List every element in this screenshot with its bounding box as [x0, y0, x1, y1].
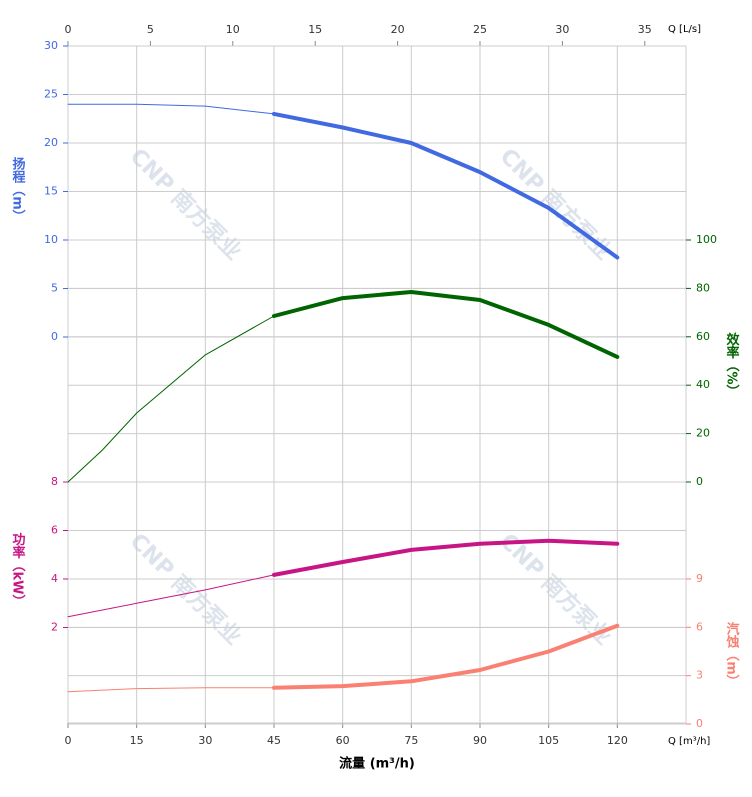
y-tick-label: 0	[696, 475, 703, 488]
top-x-unit: Q [L/s]	[668, 24, 701, 35]
curve	[272, 111, 620, 260]
curve	[272, 538, 620, 577]
y-axis-title: 扬程（m）	[10, 157, 27, 223]
y-tick-label: 9	[696, 572, 703, 585]
watermark: CNP 南方泵业	[495, 143, 617, 265]
curve	[272, 290, 620, 359]
top-x-tick-label: 35	[638, 23, 652, 36]
x-tick-label: 120	[607, 734, 628, 747]
curve	[272, 623, 620, 690]
y-tick-label: 10	[44, 233, 58, 246]
y-tick-label: 3	[696, 669, 703, 682]
y-tick-label: 0	[51, 330, 58, 343]
top-x-tick-label: 5	[147, 23, 154, 36]
y-tick-label: 80	[696, 281, 710, 294]
x-tick-label: 90	[473, 734, 487, 747]
x-tick-label: 0	[65, 734, 72, 747]
curve	[67, 103, 275, 115]
y-tick-label: 100	[696, 233, 717, 246]
top-x-tick-label: 25	[473, 23, 487, 36]
watermark: CNP 南方泵业	[125, 528, 247, 650]
y-tick-label: 4	[51, 572, 58, 585]
y-tick-label: 25	[44, 88, 58, 101]
top-x-tick-label: 0	[65, 23, 72, 36]
curve	[67, 315, 275, 483]
y-tick-label: 5	[51, 282, 58, 295]
watermark: CNP 南方泵业	[125, 143, 247, 265]
y-axis-title: 功率（kW）	[10, 533, 27, 608]
x-tick-label: 60	[336, 734, 350, 747]
curve	[67, 574, 275, 618]
y-tick-label: 20	[44, 136, 58, 149]
x-tick-label: 30	[198, 734, 212, 747]
top-x-tick-label: 10	[226, 23, 240, 36]
x-tick-label: 75	[404, 734, 418, 747]
y-tick-label: 40	[696, 378, 710, 391]
y-tick-label: 6	[51, 524, 58, 537]
y-tick-label: 30	[44, 39, 58, 52]
y-axis-title: 汽蚀（m）	[724, 622, 741, 688]
y-tick-label: 0	[696, 717, 703, 730]
y-tick-label: 60	[696, 330, 710, 343]
x-unit: Q [m³/h]	[668, 736, 710, 747]
x-axis-title: 流量 (m³/h)	[339, 756, 415, 772]
x-tick-label: 45	[267, 734, 281, 747]
y-axis-title: 效率（%）	[724, 332, 741, 398]
top-x-tick-label: 20	[391, 23, 405, 36]
y-tick-label: 8	[51, 475, 58, 488]
x-tick-label: 15	[130, 734, 144, 747]
y-tick-label: 15	[44, 185, 58, 198]
y-tick-label: 6	[696, 620, 703, 633]
y-tick-label: 2	[51, 621, 58, 634]
top-x-tick-label: 15	[308, 23, 322, 36]
y-tick-label: 20	[696, 427, 710, 440]
curve	[67, 687, 275, 693]
top-x-tick-label: 30	[555, 23, 569, 36]
x-tick-label: 105	[538, 734, 559, 747]
